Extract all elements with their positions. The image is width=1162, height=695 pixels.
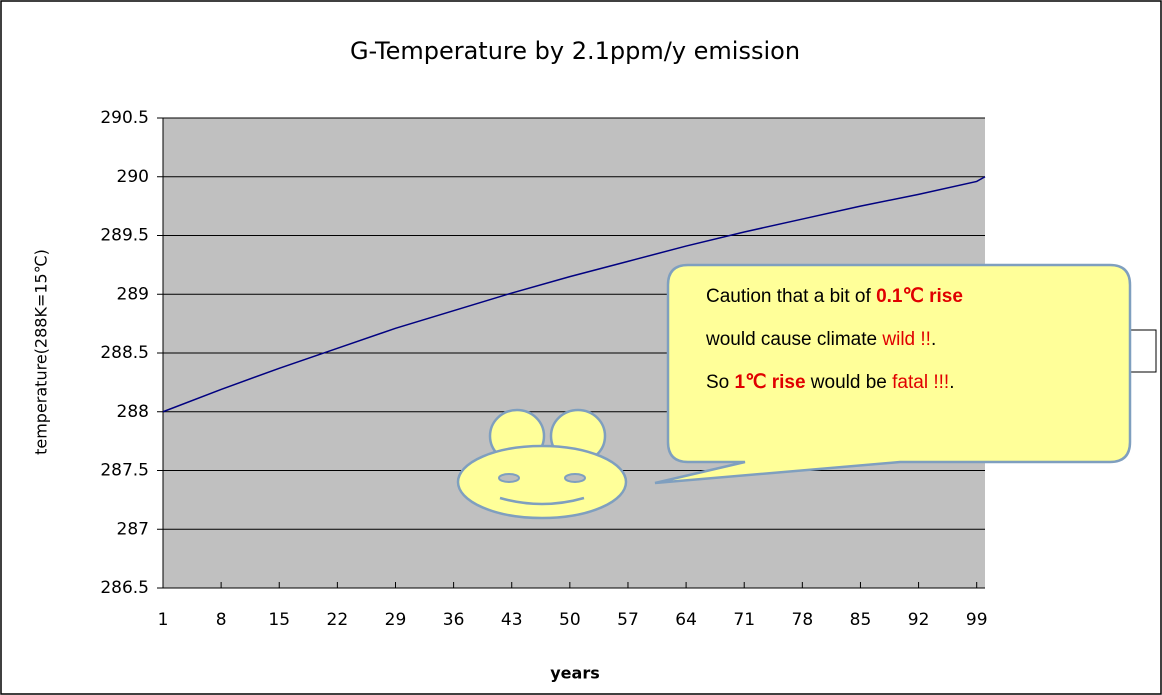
y-tick-label: 290.5 — [100, 108, 149, 128]
callout-segment: wild !! — [881, 329, 931, 350]
x-tick-label: 50 — [559, 610, 581, 630]
x-tick-label: 36 — [443, 610, 465, 630]
frog-face — [456, 444, 628, 520]
y-tick-label: 289.5 — [100, 226, 149, 246]
callout-segment: . — [949, 372, 954, 393]
frog-eye — [498, 473, 520, 483]
callout-bubble — [654, 263, 1132, 485]
callout-line: So 1℃ rise would be fatal !!!. — [706, 372, 954, 393]
callout-segment: would be — [806, 372, 893, 393]
y-tick-label: 286.5 — [100, 578, 149, 598]
x-tick-label: 85 — [850, 610, 872, 630]
data-line — [162, 176, 986, 413]
x-tick-label: 8 — [216, 610, 227, 630]
x-axis-label: years — [550, 664, 600, 683]
x-tick-label: 64 — [675, 610, 697, 630]
callout-segment: fatal !!! — [892, 372, 949, 393]
callout-segment: So — [706, 372, 735, 393]
frog-eye — [564, 473, 586, 483]
y-tick-label: 287 — [117, 519, 149, 539]
x-tick-label: 92 — [908, 610, 930, 630]
frog — [456, 408, 628, 520]
y-tick-label: 289 — [117, 284, 149, 304]
callout-segment: would cause climate — [705, 329, 882, 350]
frog-mouth — [499, 496, 585, 506]
callout-segment: Caution that a bit of — [706, 286, 876, 307]
chart-title: G-Temperature by 2.1ppm/y emission — [350, 37, 800, 65]
callout-line: would cause climate wild !!. — [705, 329, 936, 350]
y-tick-label: 288 — [117, 402, 149, 422]
x-tick-label: 1 — [158, 610, 169, 630]
callout-segment: 0.1℃ rise — [876, 286, 963, 307]
x-tick-label: 29 — [385, 610, 407, 630]
callout: Caution that a bit of 0.1℃ rise would cau… — [654, 263, 1132, 485]
x-tick-label: 43 — [501, 610, 523, 630]
x-tick-label: 78 — [792, 610, 814, 630]
callout-line: Caution that a bit of 0.1℃ rise — [706, 286, 963, 307]
x-tick-label: 71 — [733, 610, 755, 630]
x-tick-label: 15 — [268, 610, 290, 630]
legend-box — [1127, 329, 1157, 373]
x-tick-label: 57 — [617, 610, 639, 630]
x-tick-label: 22 — [327, 610, 349, 630]
y-tick-label: 290 — [117, 167, 149, 187]
y-axis-label: temperature(288K=15℃) — [32, 249, 51, 455]
y-tick-label: 287.5 — [100, 461, 149, 481]
y-tick-label: 288.5 — [100, 343, 149, 363]
x-tick-label: 99 — [966, 610, 988, 630]
callout-segment: 1℃ rise — [735, 372, 806, 393]
callout-segment: . — [931, 329, 936, 350]
